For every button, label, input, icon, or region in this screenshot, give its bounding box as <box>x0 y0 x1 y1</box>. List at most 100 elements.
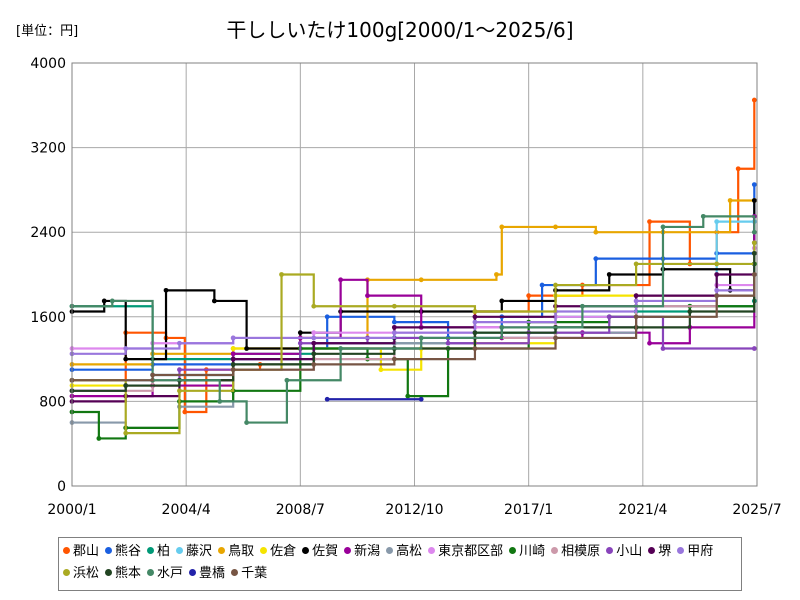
legend-label-18: 豊橋 <box>199 566 226 581</box>
y-tick-labels: 0 800 1600 2400 3200 4000 <box>30 56 66 495</box>
data-point-13-6 <box>472 314 478 320</box>
data-point-6-9 <box>499 298 505 304</box>
legend: 郡山 熊谷柏藤沢 鳥取 佐倉 佐賀 新潟 高松 東京都区部 川崎 相模原 小山堺甲府浜松 熊本 水戸 豊橋… <box>58 537 742 591</box>
data-point-15-9 <box>633 261 639 267</box>
series-line-1 <box>72 184 756 371</box>
series-18 <box>324 396 424 402</box>
data-point-17-9 <box>579 303 585 309</box>
data-point-1-4 <box>324 314 330 320</box>
legend-item-7: 新潟 <box>344 541 380 563</box>
series-9 <box>69 245 757 351</box>
legend-swatch-2 <box>147 547 155 554</box>
data-point-6-5 <box>244 346 250 351</box>
series-16 <box>69 250 757 394</box>
x-tick-label-2: 2008/7 <box>276 502 325 518</box>
legend-swatch-1 <box>105 547 113 554</box>
data-point-13-5 <box>391 324 397 330</box>
data-point-0-11 <box>647 219 652 225</box>
legend-label-1: 熊谷 <box>115 544 142 559</box>
y-tick-label-4: 3200 <box>30 141 66 157</box>
data-point-15-5 <box>311 303 317 309</box>
legend-item-9: 東京都区部 <box>428 541 503 563</box>
data-point-3-8 <box>714 219 720 225</box>
data-point-13-9 <box>714 272 720 277</box>
data-point-14-8 <box>633 298 639 304</box>
data-point-6-4 <box>211 298 217 304</box>
legend-swatch-15 <box>63 569 70 576</box>
unit-label: [単位：円] <box>16 24 79 39</box>
data-point-19-8 <box>714 293 720 299</box>
legend-item-13: 堺 <box>648 541 671 563</box>
data-point-0-14 <box>735 166 741 172</box>
data-point-16-3 <box>230 361 236 367</box>
data-point-13-3 <box>230 356 236 362</box>
data-point-18-1 <box>418 396 424 402</box>
data-point-1-8 <box>539 282 545 288</box>
legend-item-10: 川崎 <box>509 541 545 563</box>
data-point-4-5 <box>418 277 424 283</box>
legend-item-8: 高松 <box>386 541 422 563</box>
data-point-12-10 <box>751 346 757 351</box>
data-point-15-1 <box>123 430 129 436</box>
legend-swatch-0 <box>63 547 70 554</box>
data-point-19-3 <box>311 361 317 367</box>
data-point-1-5 <box>391 319 397 325</box>
data-point-15-11 <box>751 240 757 246</box>
legend-swatch-3 <box>176 547 184 554</box>
data-point-4-9 <box>593 229 599 235</box>
x-tick-labels: 2000/1 2004/4 2008/7 2012/10 2017/1 2021/4 202… <box>47 502 781 518</box>
legend-label-6: 佐賀 <box>312 544 339 559</box>
data-point-6-6 <box>297 330 303 336</box>
legend-item-11: 相模原 <box>551 541 600 563</box>
data-point-17-6 <box>338 346 344 351</box>
series-layer <box>69 97 757 441</box>
data-point-15-10 <box>714 261 720 267</box>
data-point-5-4 <box>378 367 384 373</box>
series-15 <box>69 240 757 436</box>
data-point-14-2 <box>177 340 182 346</box>
data-point-6-14 <box>751 198 757 203</box>
legend-label-15: 浜松 <box>73 566 100 581</box>
data-point-17-8 <box>499 324 505 330</box>
legend-item-15: 浜松 <box>63 563 99 585</box>
data-point-12-8 <box>606 314 612 320</box>
series-4 <box>69 198 757 367</box>
legend-label-14: 甲府 <box>687 544 714 559</box>
data-point-12-4 <box>297 340 303 346</box>
legend-label-16: 熊本 <box>115 566 142 581</box>
legend-swatch-12 <box>606 547 614 554</box>
legend-label-9: 東京都区部 <box>438 544 504 559</box>
series-line-4 <box>72 199 755 366</box>
data-point-12-9 <box>660 346 666 351</box>
data-point-14-4 <box>311 335 317 341</box>
data-point-15-8 <box>553 282 558 288</box>
legend-item-17: 水戸 <box>147 563 183 585</box>
data-point-5-2 <box>230 346 236 351</box>
data-point-17-7 <box>418 335 424 341</box>
data-point-6-2 <box>123 356 129 362</box>
data-point-7-4 <box>338 277 344 283</box>
series-2 <box>69 298 757 362</box>
data-point-16-9 <box>687 309 693 314</box>
data-point-4-6 <box>494 272 499 277</box>
series-line-16 <box>72 253 756 392</box>
legend-swatch-7 <box>344 547 352 554</box>
legend-item-12: 小山 <box>606 541 642 563</box>
x-tick-label-5: 2021/4 <box>618 502 667 518</box>
y-tick-label-5: 4000 <box>30 56 66 72</box>
y-tick-label-3: 2400 <box>30 225 66 241</box>
data-point-18-0 <box>324 396 330 402</box>
data-point-7-2 <box>230 351 236 357</box>
legend-item-0: 郡山 <box>63 541 99 563</box>
series-line-19 <box>72 274 756 382</box>
series-line-17 <box>72 215 756 424</box>
legend-label-0: 郡山 <box>73 544 100 559</box>
data-point-15-6 <box>391 303 397 309</box>
data-point-16-10 <box>751 250 757 256</box>
legend-swatch-10 <box>509 547 517 554</box>
data-point-4-11 <box>727 198 733 203</box>
data-point-0-15 <box>751 97 757 103</box>
legend-swatch-13 <box>648 547 656 554</box>
legend-item-6: 佐賀 <box>302 541 338 563</box>
data-point-19-2 <box>230 367 236 373</box>
